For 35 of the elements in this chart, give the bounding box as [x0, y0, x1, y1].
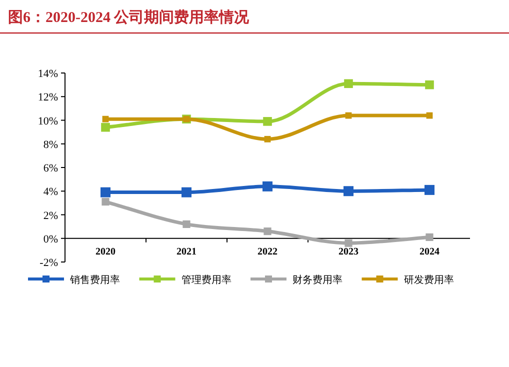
point — [102, 116, 109, 122]
y-tick-label: 2% — [43, 210, 58, 222]
y-tick-label: 4% — [43, 186, 58, 198]
point — [264, 227, 272, 236]
point — [262, 181, 272, 192]
legend-label: 财务费用率 — [292, 274, 342, 286]
y-tick-label: 10% — [38, 115, 58, 128]
point — [344, 79, 353, 88]
point — [425, 80, 434, 90]
point — [344, 186, 354, 196]
legend-label: 管理费用率 — [181, 274, 232, 286]
y-tick-label: 8% — [43, 138, 58, 151]
x-tick-label: 2022 — [258, 246, 278, 258]
y-tick-label: 12% — [38, 92, 58, 104]
chart-title: 图6：2020-2024 公司期间费用率情况 — [8, 8, 250, 26]
point — [101, 122, 110, 132]
point — [102, 198, 110, 206]
point — [424, 184, 434, 195]
y-tick-label: -2% — [40, 257, 58, 269]
point — [182, 220, 190, 228]
point — [426, 233, 434, 241]
y-tick-label: 0% — [43, 233, 58, 246]
x-tick-label: 2023 — [338, 246, 358, 258]
point — [264, 136, 271, 142]
x-tick-label: 2024 — [420, 246, 440, 258]
x-tick-label: 2020 — [96, 246, 116, 258]
point — [344, 239, 352, 247]
point — [182, 187, 192, 198]
y-tick-label: 6% — [43, 162, 58, 174]
legend-label: 销售费用率 — [69, 274, 120, 286]
x-tick-label: 2021 — [176, 246, 196, 258]
point — [100, 187, 110, 198]
legend-label: 研发费用率 — [404, 274, 454, 286]
point — [263, 117, 272, 126]
y-tick-label: 14% — [38, 68, 58, 80]
